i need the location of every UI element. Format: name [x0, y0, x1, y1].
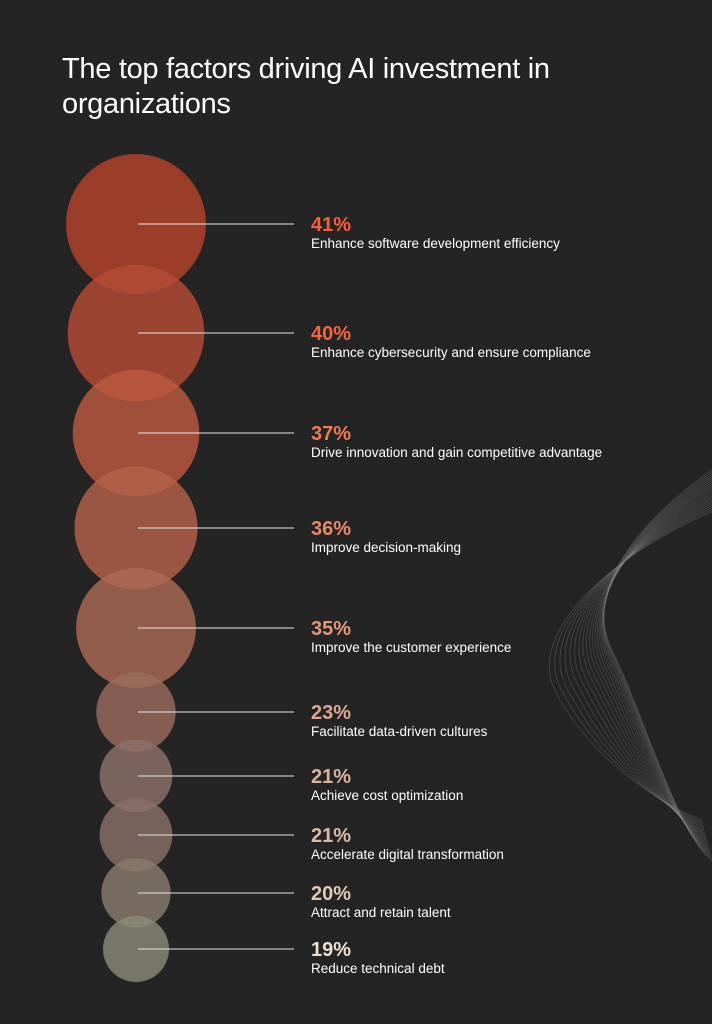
value-label-8: 21%	[311, 825, 351, 847]
wave-line	[586, 495, 712, 836]
wave-line	[548, 511, 712, 821]
wave-line	[592, 491, 712, 840]
category-label-9: Attract and retain talent	[311, 905, 451, 920]
bubble-10	[103, 916, 169, 982]
value-label-3: 37%	[311, 423, 351, 445]
value-label-7: 21%	[311, 766, 351, 788]
page-title: The top factors driving AI investment in…	[62, 53, 550, 120]
wave-line	[603, 473, 712, 857]
wave-line	[603, 475, 712, 855]
category-label-5: Improve the customer experience	[311, 640, 511, 655]
category-label-10: Reduce technical debt	[311, 961, 445, 976]
wave-line	[554, 509, 712, 823]
value-label-10: 19%	[311, 939, 351, 961]
bubble-5	[76, 568, 196, 688]
bubble-3	[72, 369, 200, 497]
category-label-6: Facilitate data-driven cultures	[311, 724, 488, 739]
wave-line	[594, 489, 712, 842]
category-label-4: Improve decision-making	[311, 540, 461, 555]
bubble-7	[99, 739, 173, 813]
bubble-1	[66, 154, 206, 294]
wave-line	[596, 487, 712, 844]
category-label-8: Accelerate digital transformation	[311, 847, 504, 862]
wave-line	[603, 469, 712, 861]
wave-line	[574, 501, 712, 830]
category-label-2: Enhance cybersecurity and ensure complia…	[311, 345, 591, 360]
value-label-1: 41%	[311, 214, 351, 236]
value-label-2: 40%	[311, 323, 351, 345]
wave-line	[602, 477, 712, 853]
value-label-9: 20%	[311, 883, 351, 905]
wave-line	[603, 471, 712, 859]
wave-line	[578, 499, 712, 832]
value-label-6: 23%	[311, 702, 351, 724]
wave-line	[569, 503, 712, 828]
wave-line	[559, 507, 712, 825]
wave-line	[600, 483, 712, 848]
category-label-3: Drive innovation and gain competitive ad…	[311, 445, 602, 460]
category-label-7: Achieve cost optimization	[311, 788, 463, 803]
wave-line	[598, 485, 712, 846]
wave-line	[564, 505, 712, 827]
bubbles-layer	[66, 154, 206, 982]
bubble-4	[74, 466, 198, 590]
wave-line	[601, 481, 712, 849]
category-label-1: Enhance software development efficiency	[311, 236, 560, 251]
value-label-5: 35%	[311, 618, 351, 640]
wave-line	[582, 497, 712, 834]
bubble-9	[101, 858, 171, 928]
labels-layer: 41%Enhance software development efficien…	[311, 214, 602, 976]
bubble-8	[99, 798, 173, 872]
wave-line	[589, 493, 712, 838]
bubble-6	[96, 672, 176, 752]
connector-lines-layer	[138, 223, 294, 950]
wave-line	[602, 479, 712, 851]
bubble-2	[67, 264, 205, 402]
value-label-4: 36%	[311, 518, 351, 540]
